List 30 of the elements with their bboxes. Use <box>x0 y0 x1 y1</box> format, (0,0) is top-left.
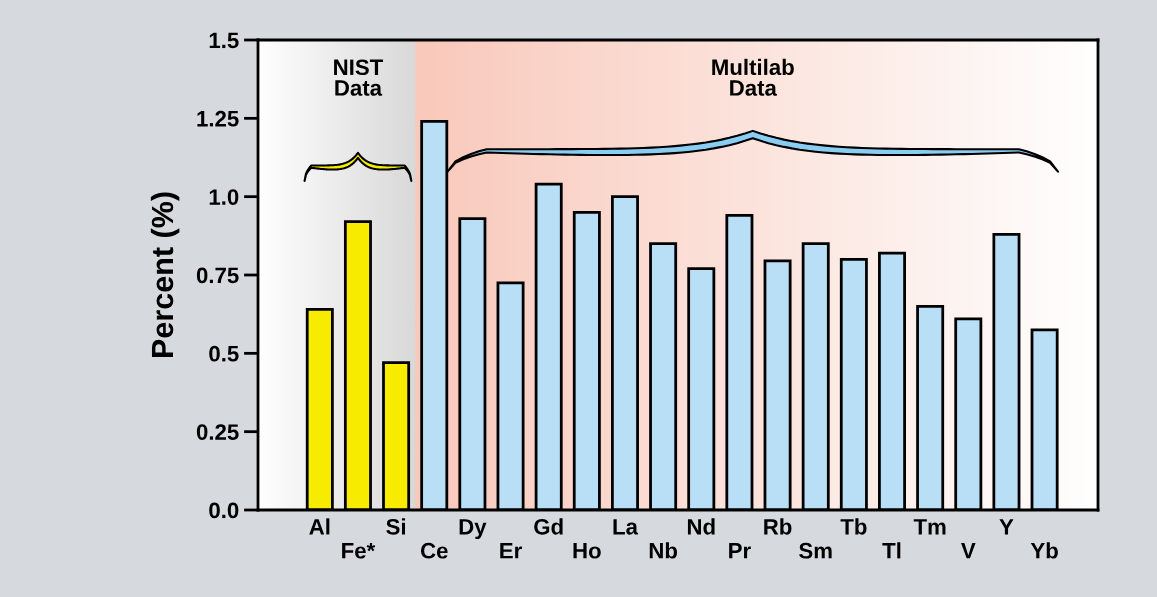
x-tick-label: Fe* <box>342 543 376 559</box>
x-tick-label: Ho <box>573 543 601 559</box>
x-tick-label: Tl <box>882 542 901 559</box>
y-tick-label: 0.25 <box>196 424 239 440</box>
x-tick-label: Si <box>386 518 406 535</box>
x-tick-label: V <box>961 543 976 559</box>
x-tick-label: Yb <box>1030 542 1058 559</box>
x-tick-label: Sm <box>799 542 832 559</box>
x-tick-label: Y <box>999 519 1014 535</box>
x-tick-label: Gd <box>534 518 563 535</box>
x-tick-label: Tm <box>913 519 946 535</box>
y-tick-label: 0.75 <box>196 267 239 284</box>
y-axis-title: Percent (%) <box>150 192 180 357</box>
x-tick-label: Rb <box>764 518 792 535</box>
x-tick-label: Al <box>309 518 330 535</box>
annotation: Multilab Data <box>712 58 794 96</box>
x-tick-label: Dy <box>459 519 487 540</box>
x-tick-label: Er <box>500 543 522 559</box>
x-tick-label: Tb <box>840 518 867 535</box>
y-tick-label: 1.5 <box>209 32 239 49</box>
y-tick-label: 0.0 <box>209 502 239 519</box>
x-tick-label: Ce <box>420 542 448 559</box>
x-tick-label: Pr <box>729 543 751 559</box>
annotation: NIST Data <box>334 59 384 96</box>
y-tick-label: 0.5 <box>209 345 239 362</box>
x-tick-label: Nd <box>687 518 715 535</box>
x-tick-label: La <box>613 519 639 535</box>
x-tick-label: Nb <box>649 542 678 559</box>
y-tick-label: 1.25 <box>197 110 239 127</box>
y-tick-label: 1.0 <box>209 189 239 205</box>
